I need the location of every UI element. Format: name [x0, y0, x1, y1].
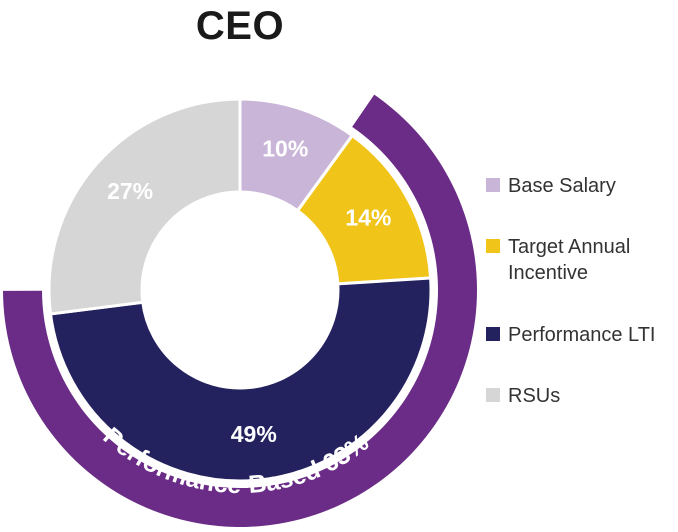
value-label-base-salary: 10%	[262, 136, 308, 162]
legend-swatch-rsus	[486, 388, 500, 402]
slice-value-labels: 10% 14% 49% 27%	[107, 136, 391, 447]
legend-item-base-salary: Base Salary	[486, 173, 678, 199]
value-label-target-annual-incentive: 14%	[345, 205, 391, 231]
legend-item-rsus: RSUs	[486, 383, 678, 409]
legend-swatch-base-salary	[486, 178, 500, 192]
donut-slices	[47, 97, 433, 483]
slice-rsus	[47, 97, 242, 316]
legend-label-performance-lti: Performance LTI	[508, 324, 656, 346]
legend-label-base-salary: Base Salary	[508, 175, 616, 197]
legend-label-rsus: RSUs	[508, 385, 561, 407]
value-label-rsus: 27%	[107, 178, 153, 204]
value-label-performance-lti: 49%	[231, 421, 277, 447]
legend-swatch-performance-lti	[486, 327, 500, 341]
slice-performance-lti	[48, 276, 433, 483]
legend-item-target-annual-incentive: Target Annual Incentive	[486, 234, 678, 286]
chart-title: CEO	[195, 4, 285, 48]
legend-swatch-target-annual-incentive	[486, 239, 500, 253]
legend-item-performance-lti: Performance LTI	[486, 322, 678, 348]
legend-label-target-annual-incentive: Target Annual Incentive	[508, 236, 631, 284]
